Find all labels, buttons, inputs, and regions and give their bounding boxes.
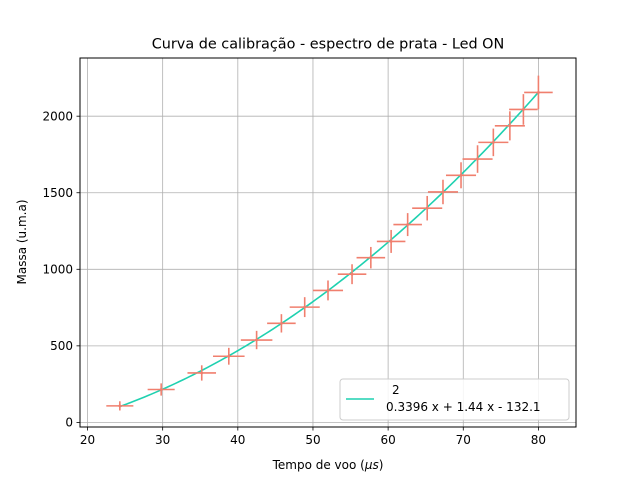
data-point <box>412 195 443 221</box>
y-tick-label: 0 <box>65 416 73 430</box>
x-axis-ticks: 20 30 40 50 60 70 80 <box>80 427 546 447</box>
legend-exponent: 2 <box>392 383 400 397</box>
point-marker <box>369 256 373 260</box>
point-marker <box>303 305 307 309</box>
legend-fit-label: 0.3396 x + 1.44 x - 132.1 <box>386 400 541 414</box>
data-point <box>393 213 422 237</box>
y-axis-label: Massa (u.m.a) <box>15 199 29 284</box>
data-point <box>147 383 175 396</box>
y-axis-ticks: 0 500 1000 1500 2000 <box>42 109 80 430</box>
x-tick-label: 50 <box>305 433 320 447</box>
point-marker <box>406 223 410 226</box>
y-tick-label: 1000 <box>42 263 73 277</box>
x-tick-label: 30 <box>155 433 170 447</box>
x-axis-label-unit: μs <box>364 458 379 472</box>
data-point <box>240 330 273 350</box>
data-point <box>312 280 344 301</box>
x-axis-label-suffix: ) <box>379 458 384 472</box>
point-marker <box>441 190 445 194</box>
plot-frame <box>79 57 577 428</box>
point-marker <box>425 206 429 210</box>
fit-curve <box>119 91 540 408</box>
point-marker <box>326 289 330 292</box>
y-tick-label: 500 <box>50 339 73 353</box>
data-point <box>213 347 245 365</box>
legend-box <box>339 378 570 421</box>
point-marker <box>118 404 122 408</box>
data-point <box>445 162 477 189</box>
point-marker <box>389 240 393 243</box>
data-point <box>462 145 493 173</box>
data-point <box>478 128 509 157</box>
y-tick-label: 2000 <box>42 109 73 123</box>
point-marker <box>491 140 495 144</box>
x-axis-label-prefix: Tempo de voo ( <box>272 458 365 472</box>
point-marker <box>227 354 231 358</box>
y-tick-label: 1500 <box>42 186 73 200</box>
data-point <box>427 179 459 205</box>
point-marker <box>159 388 163 391</box>
data-point <box>337 264 367 285</box>
point-marker <box>350 272 354 276</box>
point-marker <box>459 173 463 177</box>
data-point <box>376 229 406 253</box>
chart-title: Curva de calibração - espectro de prata … <box>152 37 505 53</box>
data-point <box>187 365 217 381</box>
data-point <box>494 111 525 141</box>
fit-curve-group <box>119 91 540 408</box>
point-marker <box>280 321 283 325</box>
x-tick-label: 20 <box>80 433 95 447</box>
grid-lines <box>80 58 576 427</box>
point-marker <box>200 371 204 375</box>
data-point <box>524 75 553 110</box>
data-points <box>106 75 553 411</box>
data-point <box>509 94 538 125</box>
point-marker <box>255 338 259 342</box>
x-tick-label: 40 <box>230 433 245 447</box>
x-tick-label: 60 <box>380 433 395 447</box>
data-point <box>106 401 134 411</box>
x-tick-label: 80 <box>531 433 546 447</box>
data-point <box>267 314 296 333</box>
data-point <box>289 297 320 318</box>
point-marker <box>521 108 525 111</box>
x-tick-label: 70 <box>456 433 471 447</box>
point-marker <box>537 91 540 94</box>
point-marker <box>508 124 512 128</box>
point-marker <box>476 157 479 161</box>
x-axis-label: Tempo de voo (μs) <box>272 458 384 472</box>
data-point <box>356 246 386 269</box>
legend: 2 0.3396 x + 1.44 x - 132.1 <box>339 378 570 421</box>
